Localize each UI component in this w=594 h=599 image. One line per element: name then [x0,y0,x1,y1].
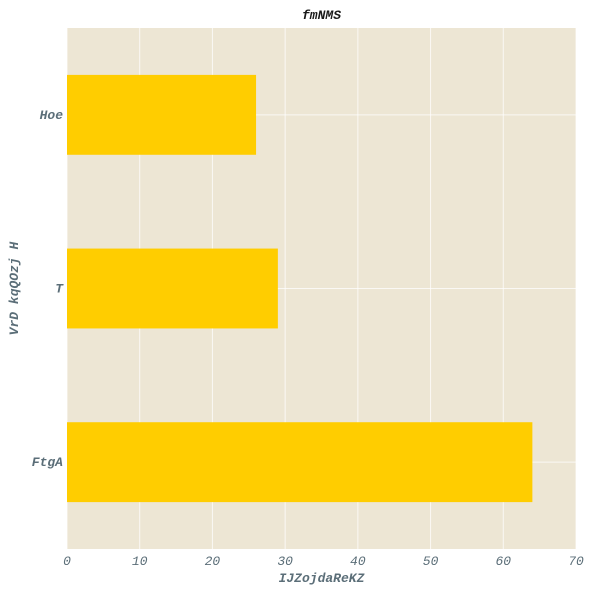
x-tick-label: 70 [568,554,584,569]
bar-t [67,248,278,329]
y-category-label: Hoe [40,108,64,123]
y-category-label: T [55,282,64,297]
bar-hoe [67,74,257,155]
x-tick-label: 50 [423,554,439,569]
x-tick-label: 30 [277,554,293,569]
bar-ftga [67,422,533,503]
x-tick-label: 10 [132,554,148,569]
y-axis-label: VrD kqQOzj H [7,241,22,335]
x-tick-labels: 0 10 20 30 40 50 60 70 [63,554,584,569]
y-category-labels: FtgA T Hoe [32,108,64,470]
y-category-label: FtgA [32,455,63,470]
x-tick-label: 20 [205,554,221,569]
x-axis-label: IJZojdaReKZ [279,571,365,586]
x-tick-label: 60 [495,554,511,569]
bars-layer [67,74,533,503]
x-tick-label: 0 [63,554,71,569]
chart-title: fmNMS [302,8,341,23]
x-tick-label: 40 [350,554,366,569]
